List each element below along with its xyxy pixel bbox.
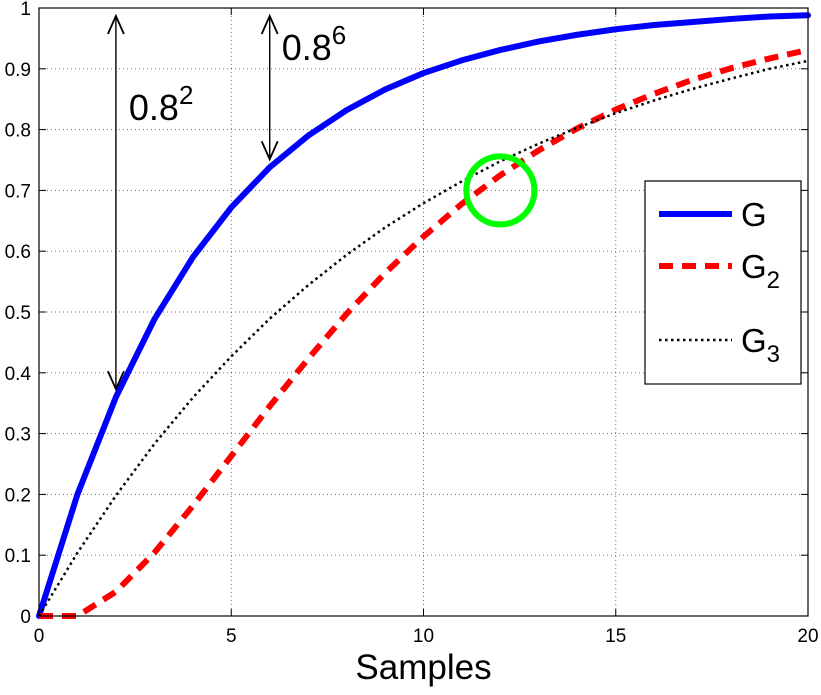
legend-label-sub-1: 2	[767, 267, 780, 294]
series-line-G3	[37, 59, 809, 617]
series-line-G	[36, 12, 811, 619]
y-tick-label-2: 0.2	[5, 485, 31, 506]
annotation-label-gap-0-8-2: 0.82	[129, 80, 194, 128]
y-tick-label-4: 0.4	[5, 364, 32, 385]
annotation-base-1: 0.8	[282, 27, 332, 68]
x-tick-label-3: 15	[605, 626, 626, 647]
crossing-highlight-circle	[463, 153, 538, 228]
legend-label-base-1: G	[741, 248, 767, 285]
annotation-base-0: 0.8	[129, 87, 179, 128]
annotation-arrow-head-top-0	[107, 13, 125, 35]
y-tick-label-5: 0.5	[5, 303, 31, 324]
annotation-layer: 0.820.86	[107, 13, 347, 392]
legend-label-G2: G2	[741, 248, 780, 294]
annotation-exponent-1: 6	[332, 20, 346, 50]
x-tick-label-1: 5	[226, 626, 237, 647]
x-axis-title: Samples	[355, 648, 491, 687]
y-tick-label-8: 0.8	[5, 121, 31, 142]
x-tick-label-0: 0	[34, 626, 45, 647]
series-layer	[36, 12, 811, 619]
series-line-G2	[39, 47, 809, 619]
y-tick-label-0: 0	[20, 607, 31, 628]
y-tick-label-6: 0.6	[5, 242, 31, 263]
y-tick-label-10: 1	[20, 0, 31, 20]
legend-label-G3: G3	[741, 322, 780, 368]
y-tick-label-3: 0.3	[5, 425, 31, 446]
x-tick-label-2: 10	[413, 626, 434, 647]
x-tick-label-4: 20	[797, 626, 818, 647]
legend-label-base-0: G	[741, 196, 767, 233]
grid	[39, 8, 808, 616]
annotation-arrow-head-bottom-0	[107, 370, 125, 392]
annotation-label-gap-0-8-6: 0.86	[282, 20, 347, 68]
annotation-exponent-0: 2	[179, 80, 193, 110]
annotation-arrow-head-bottom-1	[260, 140, 279, 162]
axis-ticks	[38, 7, 809, 617]
y-tick-label-7: 0.7	[5, 181, 31, 202]
legend-label-base-2: G	[741, 322, 767, 359]
annotation-arrow-head-top-1	[260, 13, 279, 35]
y-tick-label-9: 0.9	[5, 60, 31, 81]
tick-labels: 0 5 10 15 20 0 0.1 0.2 0.3 0.4 0.5 0.6 0.7 0.8 0.9 1	[5, 0, 819, 647]
legend-label-sub-2: 3	[767, 341, 780, 368]
legend-label-G: G	[741, 196, 767, 233]
highlight-layer	[463, 153, 538, 228]
y-tick-label-1: 0.1	[5, 546, 31, 567]
